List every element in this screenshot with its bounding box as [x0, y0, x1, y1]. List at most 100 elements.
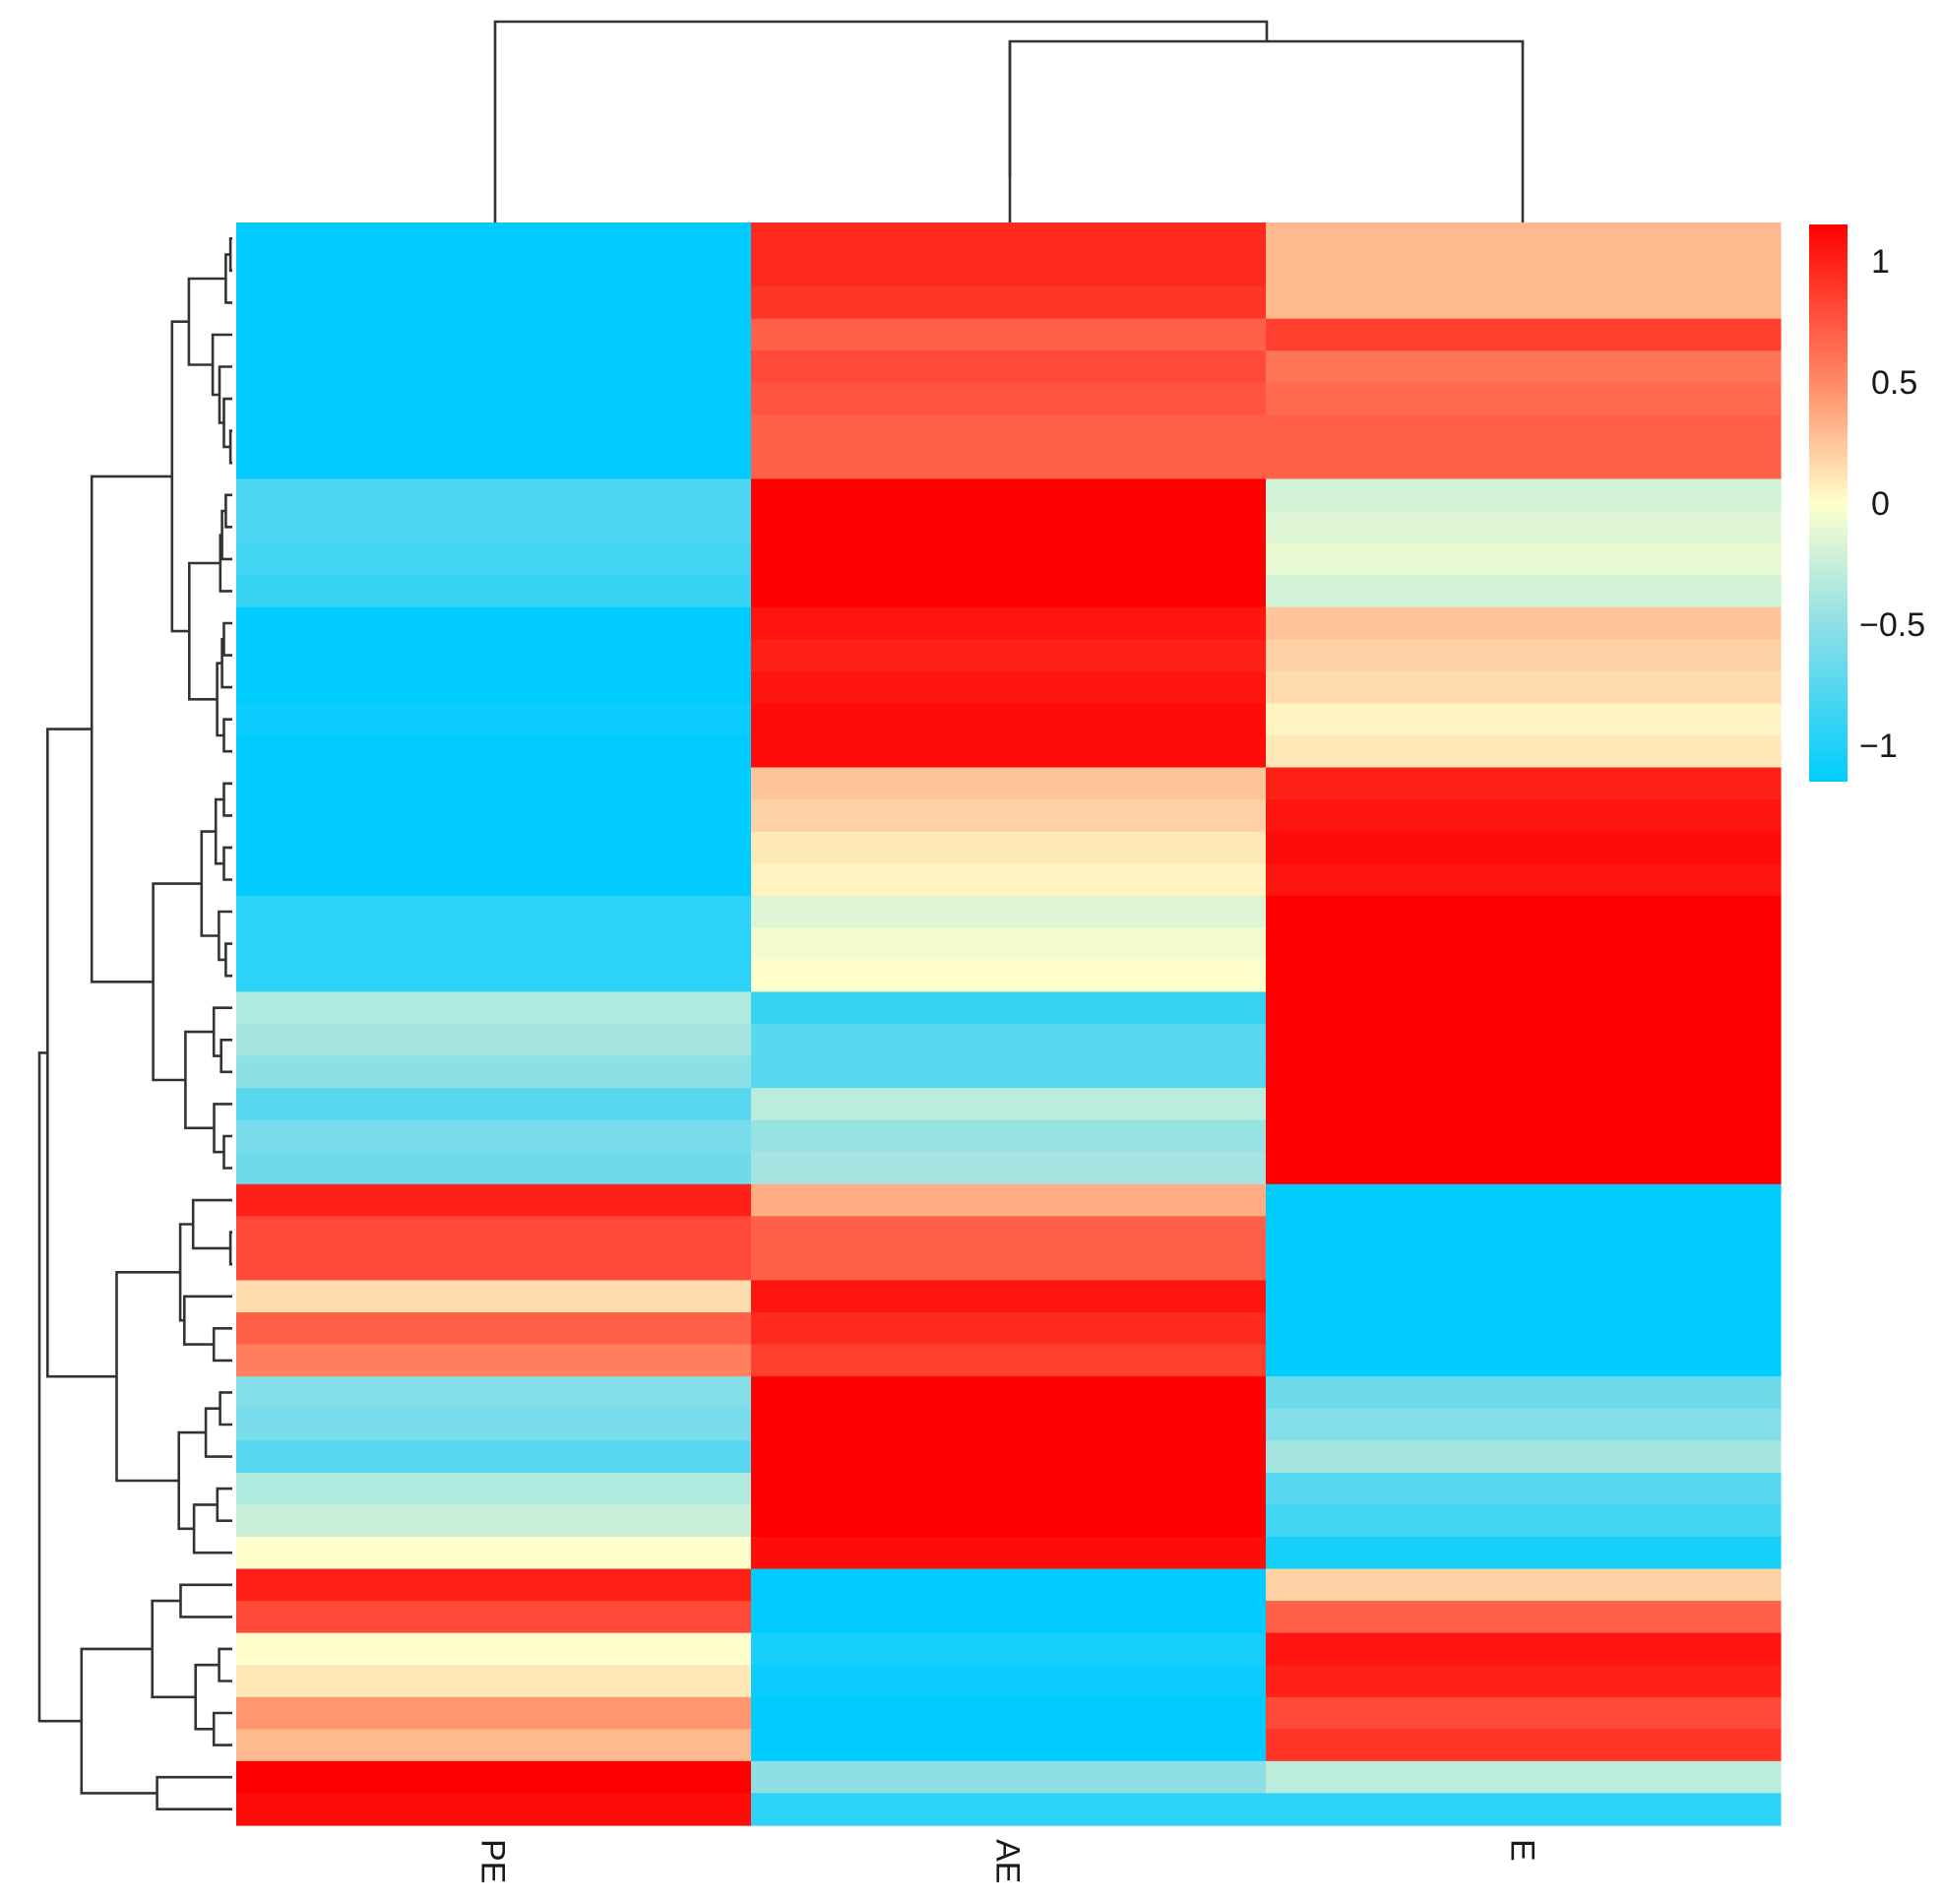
row-dendrogram-branch: [152, 882, 202, 1082]
heatmap-cell: [236, 1536, 752, 1570]
row-dendrogram-branch: [187, 277, 226, 366]
color-legend-tick-label: 1: [1871, 243, 1890, 281]
heatmap-cell: [1266, 1408, 1782, 1441]
heatmap-cell: [1266, 1536, 1782, 1570]
heatmap-cell: [1266, 1216, 1782, 1249]
heatmap-cell: [1266, 1472, 1782, 1505]
heatmap-cell: [236, 254, 752, 287]
heatmap-cell: [751, 799, 1267, 833]
heatmap-cell: [236, 1183, 752, 1217]
heatmap-cell: [751, 831, 1267, 864]
heatmap-cell: [236, 670, 752, 704]
heatmap-cell: [1266, 222, 1782, 256]
heatmap-cell: [236, 1504, 752, 1538]
row-dendrogram: [37, 237, 232, 1810]
heatmap-cell: [236, 382, 752, 415]
heatmap-cell: [236, 1729, 752, 1762]
heatmap-cell: [236, 1793, 752, 1826]
row-dendrogram-branch: [224, 493, 232, 529]
heatmap-cell: [236, 1408, 752, 1441]
heatmap-cell: [751, 1696, 1267, 1730]
heatmap-cell: [1266, 1696, 1782, 1730]
row-dendrogram-branch: [218, 1647, 232, 1682]
heatmap-cell: [751, 1408, 1267, 1441]
heatmap-cell: [751, 1760, 1267, 1795]
heatmap-cell: [236, 1568, 752, 1602]
heatmap-cell: [751, 639, 1267, 672]
heatmap-cell: [751, 1376, 1267, 1410]
heatmap-cell: [751, 606, 1267, 640]
color-legend: 1 0.5 0 −0.5 −1: [1809, 224, 1925, 782]
row-dendrogram-branch: [228, 1231, 232, 1266]
heatmap-cell: [1266, 1760, 1782, 1795]
heatmap-cell: [1266, 1504, 1782, 1538]
heatmap-cell: [236, 1344, 752, 1377]
column-label-e: E: [1504, 1839, 1541, 1862]
row-dendrogram-branch: [222, 782, 232, 817]
row-dendrogram-branch: [211, 333, 232, 397]
heatmap-cell: [1266, 350, 1782, 384]
heatmap-cell: [1266, 703, 1782, 736]
heatmap-cell: [751, 991, 1267, 1025]
color-legend-tick-label: −0.5: [1859, 606, 1925, 644]
heatmap-cell: [1266, 1055, 1782, 1089]
heatmap-cell: [1266, 1119, 1782, 1153]
heatmap-cell: [751, 1793, 1267, 1826]
heatmap-cell: [751, 1247, 1267, 1282]
heatmap-cell: [751, 446, 1267, 480]
heatmap-cell: [236, 575, 752, 608]
heatmap-cell: [236, 831, 752, 864]
heatmap-cell: [236, 927, 752, 961]
heatmap-cell: [751, 1152, 1267, 1185]
row-dendrogram-branch: [212, 1006, 232, 1057]
heatmap-cell: [236, 511, 752, 544]
heatmap-body: [236, 222, 1782, 1826]
heatmap-cell: [236, 1088, 752, 1121]
heatmap-cell: [751, 511, 1267, 544]
heatmap-cell: [751, 1568, 1267, 1602]
heatmap-cell: [751, 1088, 1267, 1121]
row-dendrogram-branch: [224, 253, 232, 304]
heatmap-cell: [1266, 542, 1782, 576]
heatmap-cell: [236, 1280, 752, 1313]
row-dendrogram-branch: [222, 846, 232, 881]
heatmap-cell: [236, 1760, 752, 1795]
heatmap-cell: [1266, 254, 1782, 287]
heatmap-cell: [236, 446, 752, 480]
column-dendrogram: [493, 20, 1525, 222]
row-dendrogram-branch: [170, 320, 190, 633]
heatmap-cell: [751, 767, 1267, 800]
row-dendrogram-branch: [115, 1271, 181, 1483]
row-dendrogram-branch: [46, 728, 117, 1378]
heatmap-cell: [751, 1665, 1267, 1698]
heatmap-cell: [751, 1472, 1267, 1505]
row-dendrogram-branch: [228, 237, 232, 273]
row-dendrogram-branch: [222, 1134, 232, 1170]
heatmap-cell: [1266, 1344, 1782, 1377]
heatmap-cell: [751, 1536, 1267, 1570]
column-dendrogram-branch: [1008, 39, 1525, 222]
heatmap-cell: [751, 1216, 1267, 1249]
row-dendrogram-branch: [218, 910, 232, 962]
heatmap-cell: [1266, 863, 1782, 897]
heatmap-cell: [236, 1119, 752, 1153]
heatmap-cell: [751, 1119, 1267, 1153]
heatmap-cell: [751, 254, 1267, 287]
row-dendrogram-branch: [90, 475, 172, 984]
heatmap-cell: [751, 670, 1267, 704]
heatmap-cell: [1266, 382, 1782, 415]
row-dendrogram-branch: [194, 1663, 219, 1731]
heatmap-cell: [1266, 1024, 1782, 1057]
row-dendrogram-branch: [179, 1583, 232, 1618]
heatmap-cell: [751, 703, 1267, 736]
heatmap-cell: [751, 1440, 1267, 1474]
heatmap-cell: [236, 318, 752, 351]
row-dendrogram-branch: [213, 1103, 232, 1154]
heatmap-cell: [236, 1152, 752, 1185]
heatmap-cell: [751, 382, 1267, 415]
heatmap-cell: [1266, 1729, 1782, 1762]
heatmap-cell: [1266, 639, 1782, 672]
heatmap-cell: [751, 1601, 1267, 1634]
heatmap-cell: [236, 414, 752, 448]
